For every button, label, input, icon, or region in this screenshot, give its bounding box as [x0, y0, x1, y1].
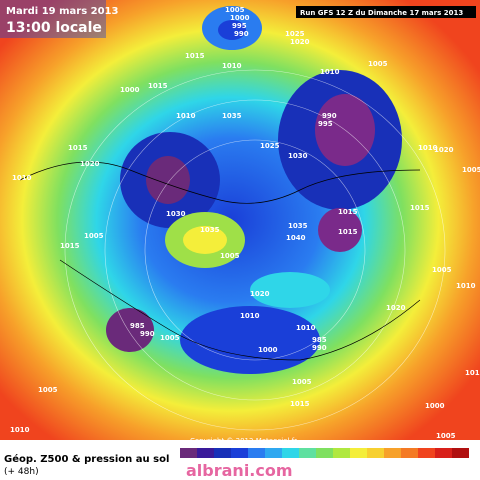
isobar-label: 1030	[166, 210, 186, 218]
scale-swatch	[384, 448, 401, 458]
isobar-label: 1020	[80, 160, 100, 168]
isobar-label: 1010	[222, 62, 242, 70]
color-scale	[180, 448, 469, 458]
run: Run GFS 12 Z du Dimanche 17 mars 2013	[300, 9, 463, 17]
scale-swatch	[282, 448, 299, 458]
isobar-label: 1005	[84, 232, 104, 240]
run-bg	[296, 6, 476, 18]
isobar-label: 990	[322, 112, 337, 120]
scale-swatch	[248, 448, 265, 458]
isobar-label: 1025	[260, 142, 280, 150]
scale-swatch	[197, 448, 214, 458]
isobar-label: 990	[312, 344, 327, 352]
isobar-label: 1015	[148, 82, 168, 90]
isobar-label: 1010	[465, 369, 480, 377]
scale-swatch	[265, 448, 282, 458]
isobar-label: 1020	[434, 146, 454, 154]
isobar-label: 1005	[368, 60, 388, 68]
scale-swatch	[180, 448, 197, 458]
scale-swatch	[214, 448, 231, 458]
watermark: albrani.com	[186, 461, 293, 480]
isobar-label: 1040	[286, 234, 306, 242]
footer-bg	[0, 440, 480, 480]
isobar-label: 1000	[120, 86, 140, 94]
isobar-label: 1010	[320, 68, 340, 76]
isobar-label: 1005	[292, 378, 312, 386]
scale-swatch	[418, 448, 435, 458]
isobar-label: 1035	[222, 112, 242, 120]
lead-time: (+ 48h)	[4, 467, 39, 477]
isobar-label: 1010	[296, 324, 316, 332]
isobar-label: 1015	[410, 204, 430, 212]
isobar-label: 1015	[68, 144, 88, 152]
header-bg	[0, 0, 106, 38]
isobar-label: 1010	[12, 174, 32, 182]
scale-swatch	[316, 448, 333, 458]
isobar-label: 1015	[338, 208, 358, 216]
isobar-label: 1010	[456, 282, 476, 290]
scale-swatch	[333, 448, 350, 458]
scale-swatch	[350, 448, 367, 458]
isobar-label: 1005	[38, 386, 58, 394]
isobar-label: 995	[232, 22, 247, 30]
isobar-label: 995	[318, 120, 333, 128]
isobar-label: 1010	[10, 426, 30, 434]
isobar-label: 1035	[288, 222, 308, 230]
scale-swatch	[299, 448, 316, 458]
isobar-labels: 1005100099599010151010102510201005101010…	[10, 6, 480, 440]
isobar-label: 990	[234, 30, 249, 38]
isobar-label: 1000	[425, 402, 445, 410]
date: Mardi 19 mars 2013	[6, 6, 119, 17]
isobar-label: 1020	[250, 290, 270, 298]
isobar-label: 1020	[290, 38, 310, 46]
isobar-label: 1005	[462, 166, 480, 174]
isobar-label: 1015	[338, 228, 358, 236]
isobar-label: 1015	[185, 52, 205, 60]
isobar-label: 1005	[160, 334, 180, 342]
isobar-label: 1010	[176, 112, 196, 120]
isobar-label: 1005	[220, 252, 240, 260]
isobar-label: 1020	[386, 304, 406, 312]
isobar-label: 1005	[436, 432, 456, 440]
isobar-label: 1000	[258, 346, 278, 354]
isobar-label: 1005	[225, 6, 245, 14]
isobar-label: 1035	[200, 226, 220, 234]
scale-swatch	[231, 448, 248, 458]
features	[19, 6, 446, 431]
isobar-label: 985	[130, 322, 145, 330]
time: 13:00 locale	[6, 20, 102, 36]
scale-swatch	[401, 448, 418, 458]
isobar-label: 1005	[432, 266, 452, 274]
isobar-label: 1010	[240, 312, 260, 320]
isobar-label: 1010	[418, 144, 438, 152]
isobar-label: 985	[312, 336, 327, 344]
scale-swatch	[452, 448, 469, 458]
scale-swatch	[367, 448, 384, 458]
isobar-label: 1000	[230, 14, 250, 22]
isobar-label: 1015	[290, 400, 310, 408]
footer-title: Géop. Z500 & pression au sol	[4, 453, 169, 465]
isobar-label: 1025	[285, 30, 305, 38]
isobar-label: 1030	[288, 152, 308, 160]
isobar-label: 990	[140, 330, 155, 338]
scale-swatch	[435, 448, 452, 458]
isobar-label: 1015	[60, 242, 80, 250]
